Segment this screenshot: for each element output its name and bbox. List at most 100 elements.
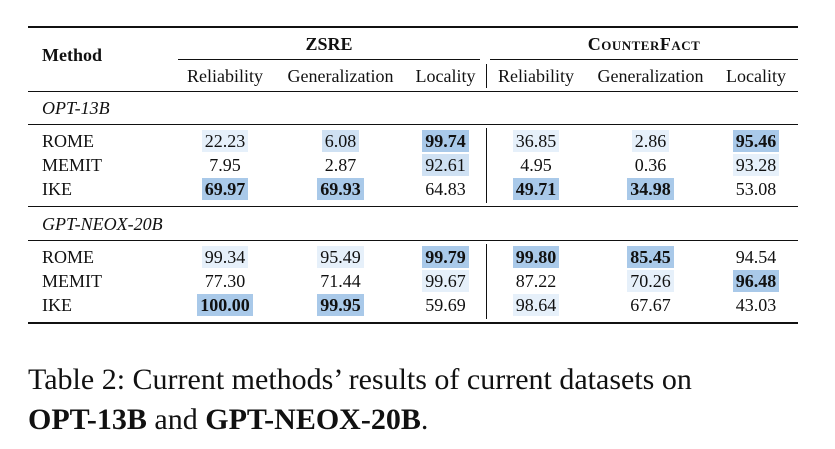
table-cell: 99.79 — [408, 246, 483, 268]
cell-value: 98.64 — [512, 294, 560, 316]
cell-value: 69.93 — [317, 178, 364, 200]
table-cell: 36.85 — [488, 130, 584, 152]
table-bottom-rule — [28, 322, 798, 324]
cell-value: 59.69 — [425, 295, 466, 315]
table-caption: Table 2: Current methods’ results of cur… — [28, 360, 692, 440]
table-cell: 4.95 — [488, 154, 584, 176]
cell-value: 99.74 — [422, 130, 469, 152]
counterfact-group-rule — [490, 59, 798, 60]
row-method-label: MEMIT — [42, 271, 102, 291]
table-cell: 6.08 — [278, 130, 403, 152]
caption-line-2: OPT-13B and GPT-NEOX-20B. — [28, 400, 692, 440]
caption-line-1: Table 2: Current methods’ results of cur… — [28, 363, 692, 396]
cell-value: 99.34 — [201, 246, 249, 268]
cell-value: 22.23 — [201, 130, 249, 152]
dataset-separator-section-2 — [486, 244, 487, 319]
cell-value: 92.61 — [422, 154, 469, 176]
table-cell: 95.46 — [718, 130, 794, 152]
cell-value: 64.83 — [425, 179, 466, 199]
table-cell: 49.71 — [488, 178, 584, 200]
table-cell: 95.49 — [278, 246, 403, 268]
table-cell: 93.28 — [718, 154, 794, 176]
cell-value: 71.44 — [320, 271, 361, 291]
cell-value: 99.80 — [512, 246, 560, 268]
cell-value: 2.87 — [324, 155, 357, 175]
table-cell: 43.03 — [718, 294, 794, 316]
table-cell: 2.86 — [588, 130, 713, 152]
cell-value: 99.79 — [422, 246, 469, 268]
table-cell: 99.67 — [408, 270, 483, 292]
table-cell: 71.44 — [278, 270, 403, 292]
table-cell: 70.26 — [588, 270, 713, 292]
cell-value: 36.85 — [512, 130, 560, 152]
table-cell: 0.36 — [588, 154, 713, 176]
cell-value: 99.67 — [422, 270, 469, 292]
table-cell: 7.95 — [175, 154, 275, 176]
cell-value: 95.46 — [732, 130, 780, 152]
column-header-cf-locality: Locality — [726, 66, 786, 86]
cell-value: 49.71 — [512, 178, 560, 200]
row-method-label: ROME — [42, 131, 95, 151]
caption-model-a: OPT-13B — [28, 403, 147, 436]
table-cell: 98.64 — [488, 294, 584, 316]
caption-suffix: . — [420, 403, 429, 436]
cell-value: 53.08 — [735, 179, 777, 199]
cell-value: 94.54 — [735, 247, 777, 267]
cell-value: 85.45 — [627, 246, 674, 268]
table-cell: 94.54 — [718, 246, 794, 268]
column-header-zsre-generalization: Generalization — [287, 66, 394, 86]
zsre-group-rule — [178, 59, 480, 60]
table-cell: 59.69 — [408, 294, 483, 316]
column-header-cf-generalization: Generalization — [597, 66, 704, 86]
header-bottom-rule — [28, 91, 798, 92]
table-cell: 99.80 — [488, 246, 584, 268]
table-cell: 2.87 — [278, 154, 403, 176]
cell-value: 87.22 — [515, 271, 557, 291]
column-header-cf-reliability: Reliability — [498, 66, 574, 86]
table-cell: 96.48 — [718, 270, 794, 292]
table-cell: 53.08 — [718, 178, 794, 200]
table-cell: 22.23 — [175, 130, 275, 152]
cell-value: 96.48 — [732, 270, 780, 292]
table-cell: 100.00 — [175, 294, 275, 316]
table-cell: 92.61 — [408, 154, 483, 176]
cell-value: 34.98 — [627, 178, 674, 200]
table-cell: 77.30 — [175, 270, 275, 292]
row-method-label: ROME — [42, 247, 95, 267]
cell-value: 93.28 — [732, 154, 780, 176]
cell-value: 95.49 — [317, 246, 364, 268]
counterfact-group-header: CounterFact — [587, 34, 701, 54]
section-2-rule — [28, 240, 798, 241]
column-header-zsre-reliability: Reliability — [187, 66, 263, 86]
table-cell: 99.34 — [175, 246, 275, 268]
column-header-zsre-locality: Locality — [415, 66, 476, 86]
section-1-rule — [28, 124, 798, 125]
cell-value: 77.30 — [204, 271, 246, 291]
row-method-label: IKE — [42, 179, 72, 199]
table-cell: 34.98 — [588, 178, 713, 200]
cell-value: 0.36 — [634, 155, 667, 175]
table-cell: 87.22 — [488, 270, 584, 292]
table-cell: 67.67 — [588, 294, 713, 316]
table-cell: 99.95 — [278, 294, 403, 316]
table-cell: 69.97 — [175, 178, 275, 200]
row-method-label: MEMIT — [42, 155, 102, 175]
section-label-opt-13b: OPT-13B — [42, 98, 110, 118]
table-cell: 99.74 — [408, 130, 483, 152]
dataset-separator-header — [486, 64, 487, 88]
table-top-rule — [28, 26, 798, 28]
cell-value: 100.00 — [197, 294, 253, 316]
table-cell: 64.83 — [408, 178, 483, 200]
caption-model-b: GPT-NEOX-20B — [205, 403, 421, 436]
section-2-top-rule — [28, 206, 798, 207]
section-label-gpt-neox-20b: GPT-NEOX-20B — [42, 214, 163, 234]
cell-value: 70.26 — [627, 270, 674, 292]
dataset-separator-section-1 — [486, 128, 487, 203]
method-header: Method — [42, 45, 102, 65]
caption-joiner: and — [146, 403, 206, 436]
cell-value: 2.86 — [631, 130, 670, 152]
cell-value: 6.08 — [321, 130, 360, 152]
cell-value: 69.97 — [201, 178, 249, 200]
cell-value: 43.03 — [735, 295, 777, 315]
cell-value: 7.95 — [209, 155, 241, 175]
